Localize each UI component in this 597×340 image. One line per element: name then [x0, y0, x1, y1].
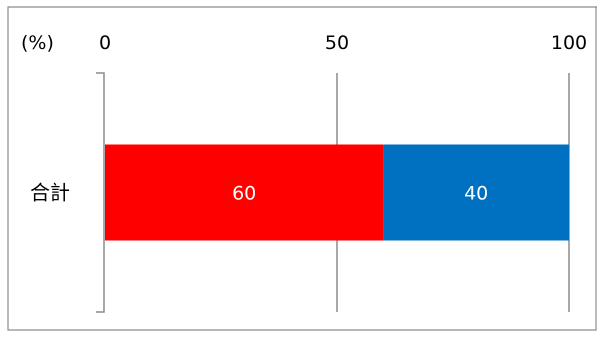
- x-tick-label: 50: [325, 32, 349, 54]
- bar-segment-1: [105, 144, 384, 241]
- bar-segment-2: [383, 144, 569, 241]
- category-label: 合計: [30, 181, 70, 205]
- bars: [105, 144, 569, 241]
- data-label-2: 40: [464, 183, 488, 205]
- unit-label: (%): [21, 32, 54, 54]
- data-labels: 60 40: [232, 183, 488, 205]
- category-axis-line: [96, 72, 105, 313]
- x-tick-label: 0: [99, 32, 111, 54]
- x-tick-label: 100: [551, 32, 587, 54]
- category-labels: 合計: [30, 181, 70, 205]
- data-label-1: 60: [232, 183, 256, 205]
- x-tick-labels: 0 50 100: [99, 32, 587, 54]
